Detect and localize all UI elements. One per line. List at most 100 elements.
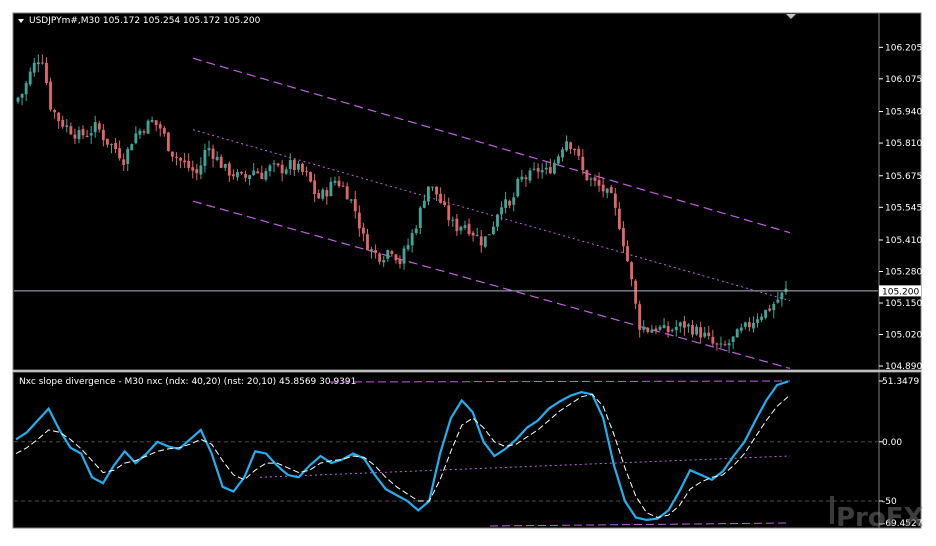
candle-body [219, 156, 223, 168]
candle-body [272, 163, 276, 165]
candle-body [451, 219, 455, 221]
candle-body [317, 193, 321, 199]
price-tick-label: 105.150 [885, 299, 922, 309]
candle-body [337, 180, 341, 187]
candle-body [508, 200, 512, 206]
candle-body [16, 97, 20, 102]
indicator-axis-ticks: 51.3479 0.00 -50 -69.4527 [879, 377, 922, 529]
candle-body [370, 249, 373, 251]
candle-body [414, 228, 418, 234]
candle-body [536, 168, 540, 172]
candle-body [110, 144, 113, 146]
candle-body [435, 186, 438, 195]
candle-body [711, 336, 715, 344]
main-chart-title: USDJPYm#,M30 105.172 105.254 105.172 105… [29, 16, 261, 26]
candle-body [244, 174, 247, 178]
indicator-title: Nxc slope divergence - M30 nxc (ndx: 40,… [19, 377, 356, 387]
price-tick-label: 104.890 [885, 362, 922, 372]
candle-body [89, 133, 93, 136]
trend-channel[interactable] [192, 57, 791, 370]
indicator-mid-divergence [259, 455, 791, 478]
candle-body [150, 119, 154, 122]
candle-body [735, 329, 739, 338]
candle-body [707, 332, 711, 336]
candle-body [252, 170, 256, 176]
candle-body [93, 122, 97, 133]
candle-body [191, 167, 195, 171]
candle-body [524, 177, 528, 180]
candle-body [203, 150, 207, 166]
candle-body [573, 148, 577, 151]
candle-body [650, 329, 654, 333]
candle-body [394, 254, 398, 261]
candle-body [764, 309, 768, 318]
candle-body [158, 124, 162, 129]
candle-body [81, 129, 85, 136]
candle-body [146, 120, 150, 134]
candle-body [256, 171, 260, 174]
shift-marker-icon[interactable] [786, 14, 796, 19]
candle-body [752, 322, 755, 329]
candle-body [467, 223, 471, 235]
indicator-lines [15, 380, 789, 522]
watermark-bar-icon [830, 496, 834, 524]
candle-body [122, 159, 126, 166]
candle-body [634, 280, 638, 304]
price-tick-label: 105.410 [885, 236, 922, 246]
candle-body [171, 151, 174, 157]
candle-body [589, 178, 593, 180]
candle-body [73, 134, 77, 139]
candle-body [532, 168, 536, 170]
main-chart-panel[interactable] [12, 12, 880, 371]
candle-body [292, 159, 296, 171]
candle-body [296, 163, 300, 170]
candle-body [691, 325, 694, 335]
candle-body [398, 259, 402, 265]
candle-body [134, 133, 138, 144]
candle-body [678, 322, 682, 327]
candle-body [642, 326, 646, 330]
candle-body [512, 197, 516, 205]
candle-body [366, 234, 369, 251]
price-tick-label: 105.020 [885, 330, 922, 340]
indicator-panel[interactable] [12, 371, 880, 529]
candle-body [305, 171, 308, 173]
candle-body [569, 142, 573, 149]
candle-body [406, 245, 410, 250]
candle-body [325, 190, 329, 197]
candle-body [24, 83, 28, 95]
channel-lower-line [192, 200, 791, 370]
price-tick-label: 105.940 [885, 108, 922, 118]
candle-body [211, 148, 215, 159]
candle-body [743, 322, 747, 327]
candle-body [353, 198, 357, 212]
candle-body [386, 250, 390, 259]
candle-body [374, 250, 378, 253]
candle-body [236, 172, 239, 178]
candle-body [142, 131, 146, 133]
channel-upper-line [192, 57, 791, 234]
candle-body [772, 304, 776, 311]
candle-body [666, 326, 670, 333]
candle-body [682, 321, 686, 328]
candle-body [658, 326, 662, 330]
candle-body [28, 71, 32, 85]
candle-body [593, 177, 597, 181]
candle-body [65, 125, 69, 127]
candle-body [780, 292, 784, 300]
candle-body [378, 253, 382, 262]
candle-body [609, 187, 613, 193]
candle-body [520, 176, 524, 180]
candle-body [53, 110, 57, 113]
candle-body [20, 93, 24, 98]
candle-body [784, 288, 788, 292]
candle-body [479, 236, 483, 246]
collapse-arrow-icon[interactable] [18, 19, 24, 23]
candle-body [361, 227, 365, 234]
candle-body [756, 319, 759, 323]
candle-body [154, 120, 158, 125]
price-tick-label: 105.810 [885, 139, 922, 149]
candle-body [77, 130, 81, 140]
indicator-signal-line [15, 393, 789, 519]
